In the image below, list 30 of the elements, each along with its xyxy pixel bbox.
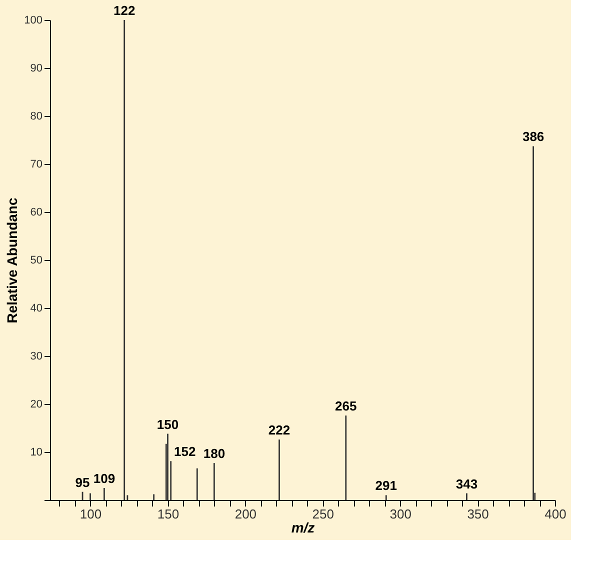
y-tick-label: 90 — [30, 62, 42, 74]
y-tick-label: 30 — [30, 350, 42, 362]
annotation: 152 — [174, 444, 196, 460]
x-tick-label: 100 — [80, 506, 102, 522]
y-tick-label: 60 — [30, 206, 42, 218]
x-tick-label: 300 — [390, 506, 412, 522]
y-tick-label: 20 — [30, 398, 42, 410]
annotation: 343 — [456, 476, 478, 492]
y-axis-title: Relative Abundanc — [4, 198, 20, 324]
annotation: 222 — [268, 422, 290, 438]
y-tick-label: 100 — [24, 14, 42, 26]
y-tick-label: 50 — [30, 254, 42, 266]
y-tick-label: 10 — [30, 446, 42, 458]
x-tick-label: 200 — [234, 506, 257, 522]
x-tick-label: 350 — [467, 506, 489, 522]
annotation: 150 — [156, 416, 179, 432]
x-axis-title: m/z — [291, 520, 315, 536]
x-tick-label: 250 — [312, 506, 334, 522]
x-tick-label: 400 — [544, 506, 566, 522]
annotation: 109 — [93, 471, 116, 486]
annotation: 180 — [203, 446, 226, 462]
annotation: 386 — [522, 129, 544, 144]
x-tick-label: 150 — [157, 506, 180, 522]
y-tick-label: 70 — [30, 158, 42, 170]
annotation: 291 — [375, 478, 397, 494]
annotation: 95 — [75, 474, 90, 490]
y-tick-label: 40 — [30, 302, 42, 314]
y-tick-label: 80 — [30, 110, 42, 122]
annotation: 122 — [114, 3, 136, 18]
annotation: 265 — [335, 398, 357, 414]
